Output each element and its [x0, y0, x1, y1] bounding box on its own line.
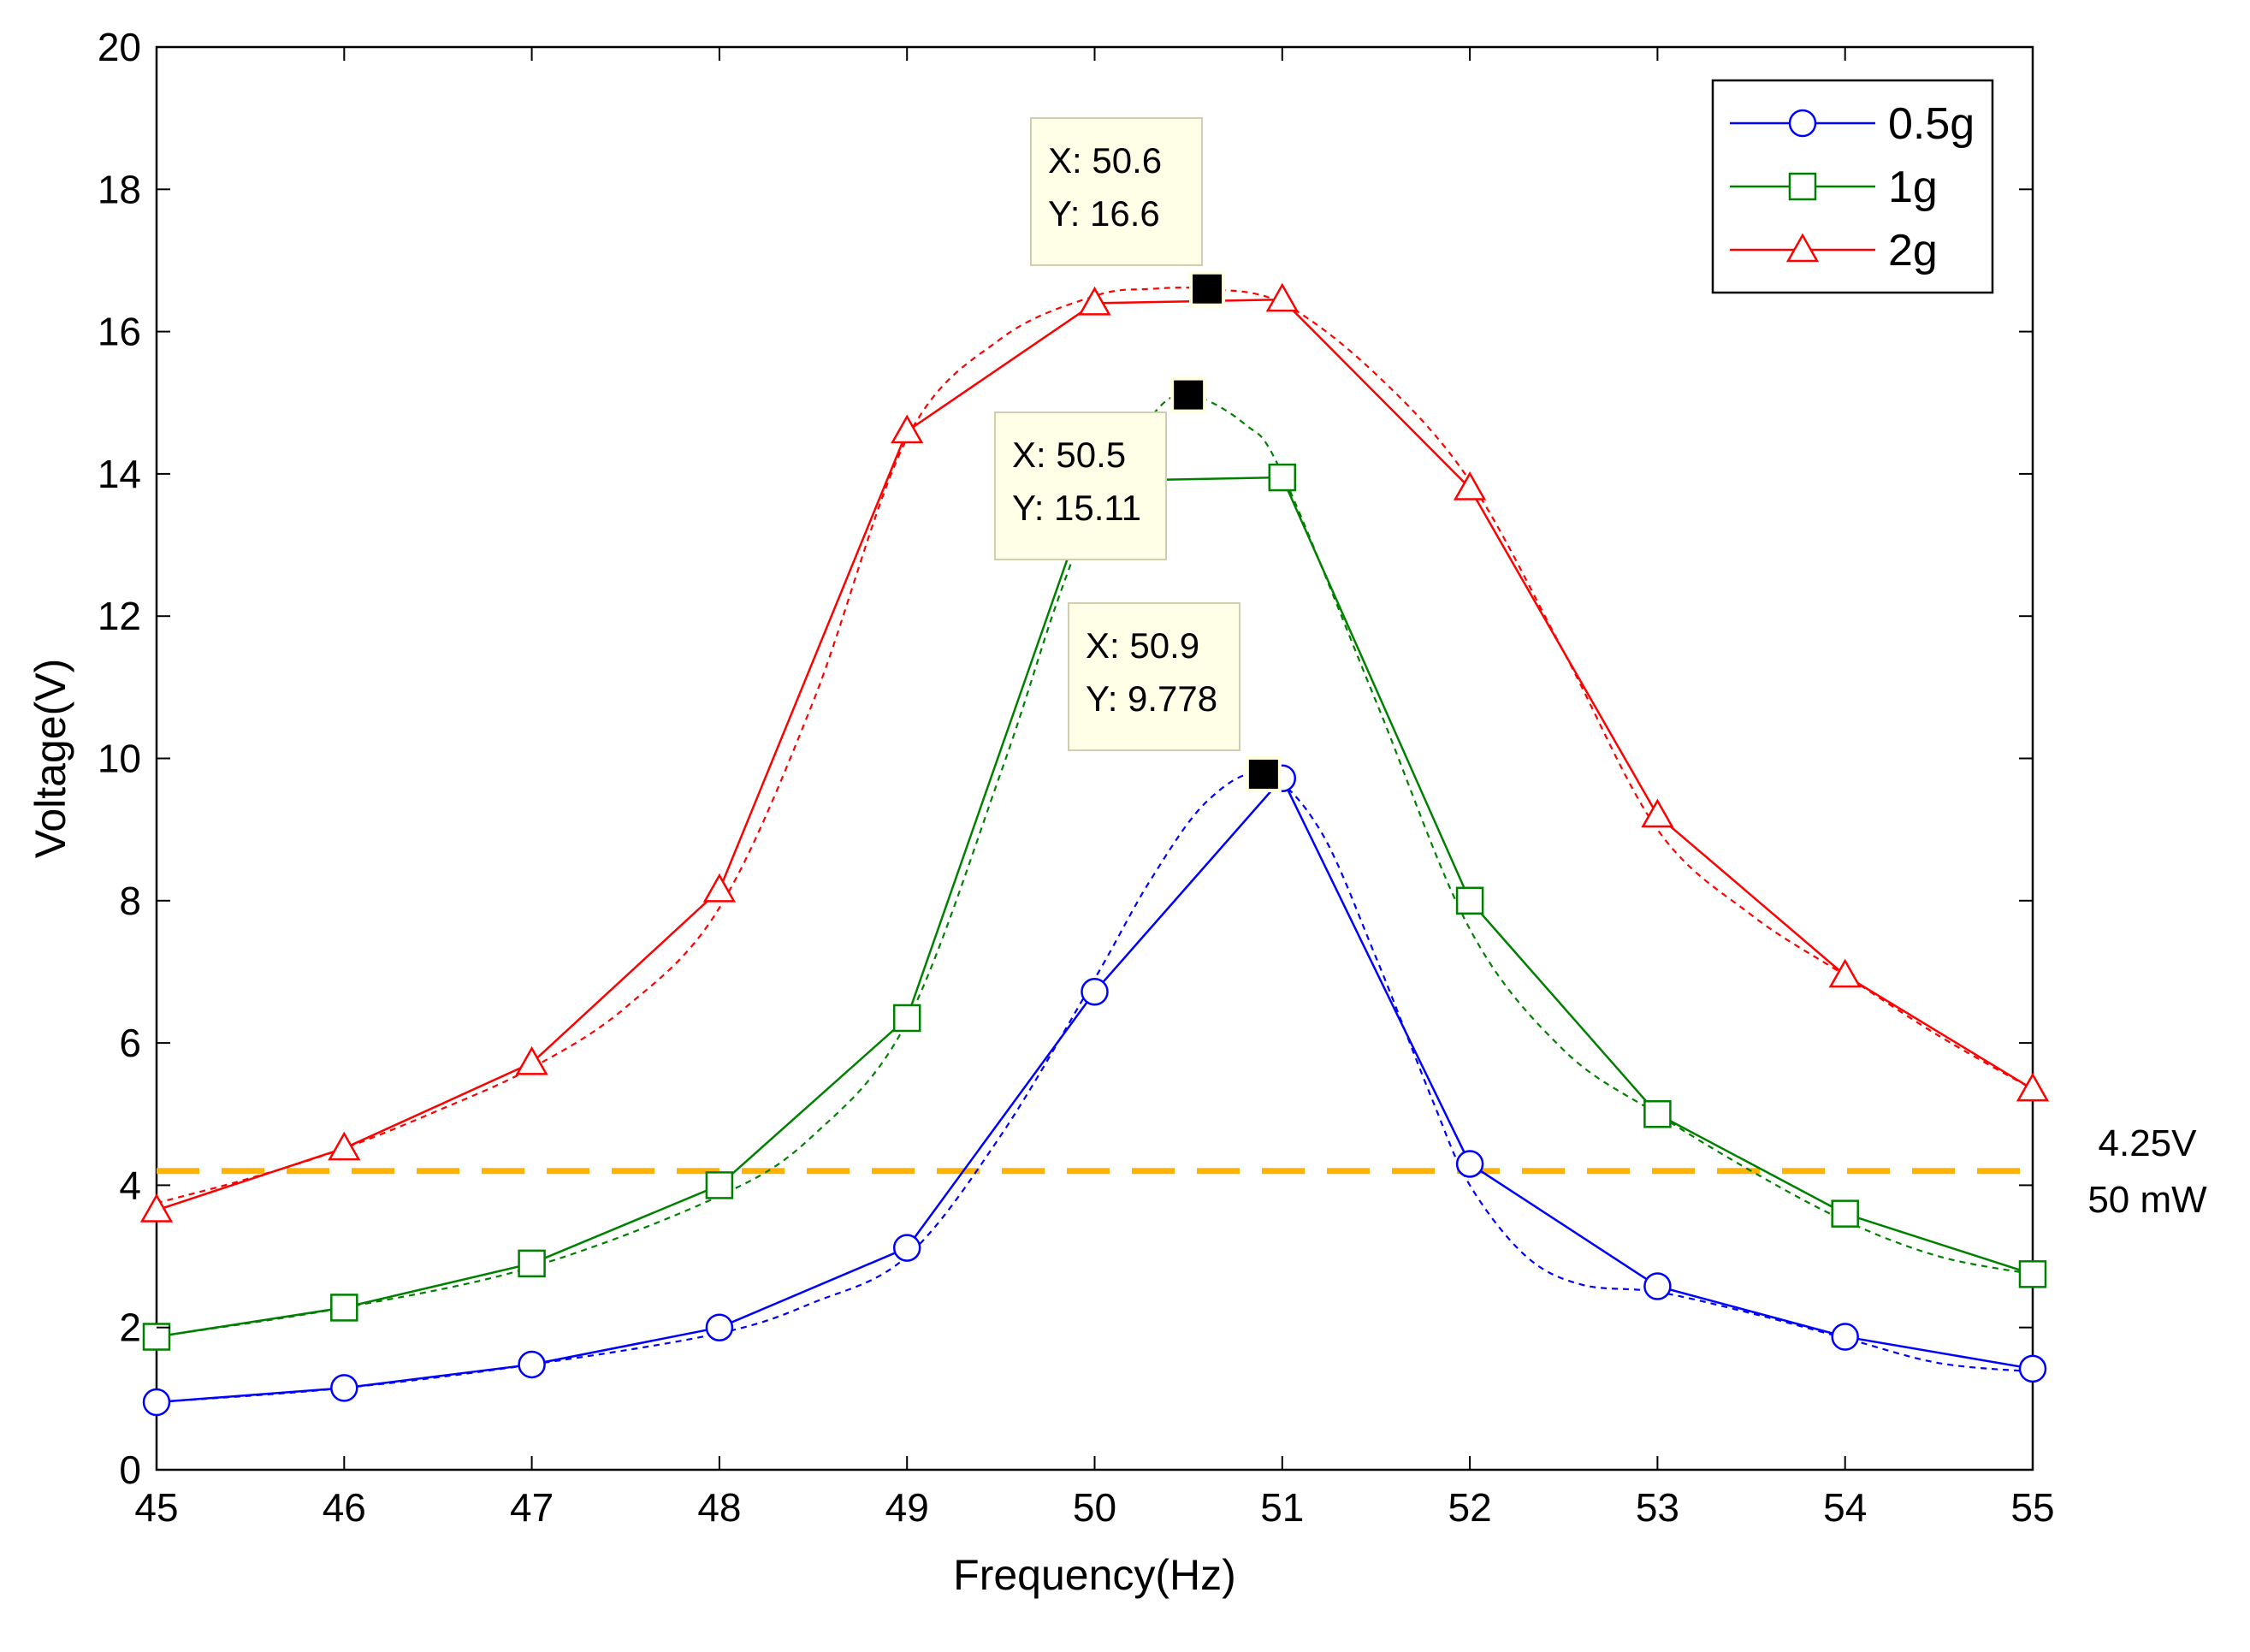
data-point-2g: [702, 873, 737, 903]
data-point-0.5g: [142, 1388, 171, 1417]
data-tip-text: Y: 16.6: [1048, 193, 1160, 234]
data-point-2g: [2016, 1072, 2050, 1102]
data-point-1g: [518, 1249, 546, 1278]
data-point-0.5g: [1081, 977, 1109, 1006]
data-tip-text: X: 50.5: [1012, 435, 1126, 475]
y-tick-label: 2: [119, 1306, 141, 1350]
y-tick-label: 16: [98, 310, 141, 354]
data-point-1g: [1831, 1199, 1859, 1228]
x-tick-label: 52: [1448, 1485, 1492, 1530]
x-tick-label: 45: [134, 1485, 178, 1530]
data-point-1g: [2018, 1260, 2047, 1288]
x-tick-label: 46: [323, 1485, 366, 1530]
data-tip-marker: [1170, 376, 1207, 413]
data-point-0.5g: [518, 1350, 546, 1379]
data-tip-text: Y: 15.11: [1012, 488, 1141, 528]
data-tip: X: 50.9 Y: 9.778: [1068, 602, 1282, 792]
data-point-0.5g: [705, 1313, 734, 1341]
data-point-2g: [1265, 282, 1299, 312]
y-tick-label: 14: [98, 452, 141, 496]
data-point-0.5g: [1831, 1323, 1859, 1351]
data-point-2g: [1828, 958, 1862, 988]
x-tick-label: 49: [885, 1485, 929, 1530]
reference-line-label: 4.25V 50 mW: [2087, 1122, 2207, 1221]
legend: 0.5g 1g 2g: [1711, 79, 1994, 294]
y-tick-label: 4: [119, 1163, 141, 1207]
y-tick-label: 10: [98, 737, 141, 781]
data-tip: X: 50.6 Y: 16.6: [1030, 117, 1226, 307]
y-axis-title: Voltage(V): [27, 659, 74, 858]
series-2g: [139, 282, 2050, 1223]
y-tick-label: 8: [119, 879, 141, 923]
x-tick-label: 47: [510, 1485, 554, 1530]
data-point-1g: [1643, 1100, 1672, 1128]
data-point-0.5g: [892, 1234, 921, 1262]
data-point-1g: [1455, 886, 1484, 915]
data-point-1g: [892, 1004, 921, 1033]
legend-marker-1g: [1788, 172, 1817, 201]
data-point-1g: [330, 1294, 358, 1322]
data-point-1g: [1268, 463, 1297, 492]
data-tip-text: X: 50.6: [1048, 140, 1162, 181]
legend-label-1g: 1g: [1888, 163, 1938, 212]
data-point-2g: [1453, 471, 1487, 500]
reference-power-label: 50 mW: [2087, 1179, 2207, 1221]
legend-marker-2g: [1785, 233, 1820, 263]
fit-curve-2g: [156, 287, 2034, 1205]
data-tip: X: 50.5 Y: 15.11: [994, 376, 1207, 560]
x-tick-label: 55: [2010, 1485, 2054, 1530]
data-tip-box: [994, 412, 1167, 560]
data-point-2g: [328, 1131, 361, 1161]
data-point-0.5g: [330, 1374, 358, 1402]
data-tip-marker: [1189, 270, 1226, 307]
data-tips: X: 50.6 Y: 16.6 X: 50.5 Y: 15.11 X: 50.9 Y: 9…: [994, 117, 1282, 792]
data-point-2g: [1078, 286, 1111, 316]
data-point-2g: [891, 414, 924, 444]
legend-label-2g: 2g: [1888, 226, 1938, 275]
data-point-0.5g: [1455, 1150, 1484, 1178]
x-tick-label: 53: [1636, 1485, 1679, 1530]
x-tick-label: 48: [697, 1485, 741, 1530]
data-tip-box: [1030, 117, 1203, 266]
data-point-0.5g: [2018, 1354, 2047, 1383]
x-axis-title: Frequency(Hz): [953, 1551, 1236, 1599]
legend-label-0.5g: 0.5g: [1888, 99, 1975, 149]
y-tick-label: 12: [98, 594, 141, 638]
data-point-2g: [139, 1193, 174, 1223]
data-tip-marker: [1245, 755, 1282, 792]
data-point-1g: [705, 1171, 734, 1199]
legend-marker-0.5g: [1788, 109, 1817, 138]
data-tip-text: Y: 9.778: [1086, 678, 1217, 719]
x-tick-label: 50: [1073, 1485, 1116, 1530]
data-point-2g: [1641, 798, 1674, 828]
data-point-0.5g: [1643, 1272, 1672, 1300]
x-tick-label: 51: [1260, 1485, 1304, 1530]
data-tip-box: [1068, 602, 1240, 751]
y-tick-label: 20: [98, 25, 141, 69]
y-tick-label: 6: [119, 1021, 141, 1065]
y-tick-label: 18: [98, 167, 141, 211]
y-tick-label: 0: [119, 1448, 141, 1492]
plot-area: [139, 45, 2050, 1471]
reference-voltage-label: 4.25V: [2099, 1122, 2198, 1164]
data-point-2g: [515, 1045, 548, 1075]
x-tick-label: 54: [1823, 1485, 1867, 1530]
data-tip-text: X: 50.9: [1086, 625, 1199, 666]
